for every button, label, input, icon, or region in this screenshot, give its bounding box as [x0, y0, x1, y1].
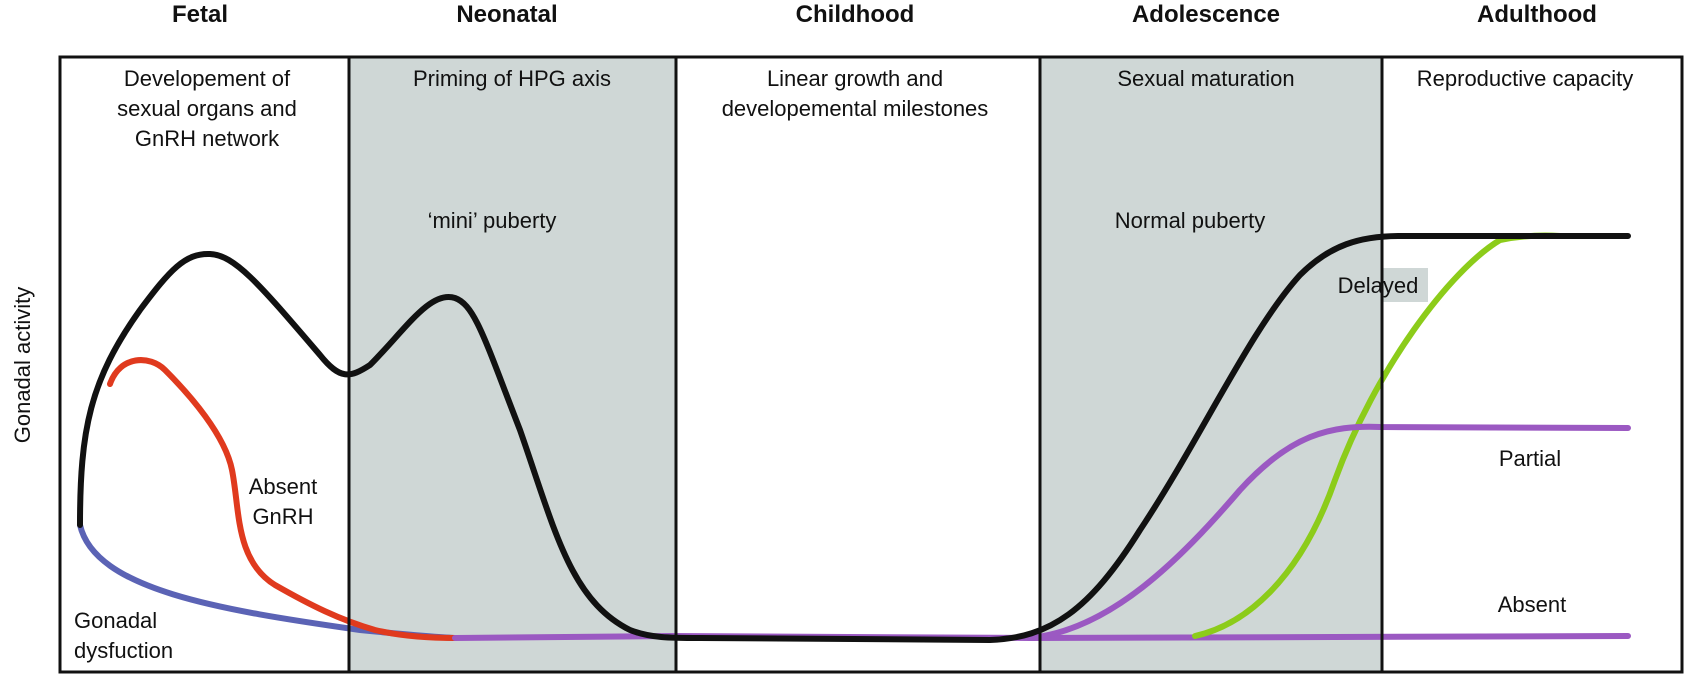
diagram-frame [58, 55, 1684, 674]
normal-gonadal-activity-curve [77, 233, 1631, 643]
mini-puberty-label: ‘mini’ puberty [428, 208, 557, 233]
stage-title-neonatal: Neonatal [456, 1, 557, 28]
delayed-label-background [1328, 268, 1428, 302]
adolescence-panel-shade [1040, 57, 1382, 672]
partial-label: Partial [1499, 446, 1561, 471]
absent-gnrh-label-line-1: Absent [249, 474, 318, 499]
neonatal-description: Priming of HPG axis [413, 66, 611, 91]
absent-label: Absent [1498, 592, 1567, 617]
adulthood-description: Reproductive capacity [1417, 66, 1633, 91]
childhood-description-line-1: Linear growth and [767, 66, 943, 91]
stage-title-adolescence: Adolescence [1132, 1, 1280, 28]
delayed-label: Delayed [1338, 273, 1419, 298]
neonatal-panel-shade [349, 57, 676, 672]
absent-gnrh-curve [107, 357, 458, 641]
fetal-description-line-3: GnRH network [135, 126, 280, 151]
partial-puberty-curve [1027, 423, 1631, 641]
childhood-description-line-2: developemental milestones [722, 96, 989, 121]
y-axis-label: Gonadal activity [10, 287, 35, 444]
gonadal-dysfunction-label-line-2: dysfuction [74, 638, 173, 663]
adolescence-description: Sexual maturation [1117, 66, 1294, 91]
normal-puberty-label: Normal puberty [1115, 208, 1265, 233]
stage-title-fetal: Fetal [172, 1, 228, 28]
fetal-description-line-1: Developement of [124, 66, 291, 91]
absent-gnrh-label-line-2: GnRH [252, 504, 313, 529]
fetal-description-line-2: sexual organs and [117, 96, 297, 121]
stage-title-adulthood: Adulthood [1477, 1, 1597, 28]
stage-title-childhood: Childhood [796, 1, 915, 28]
gonadal-dysfunction-label-line-1: Gonadal [74, 608, 157, 633]
